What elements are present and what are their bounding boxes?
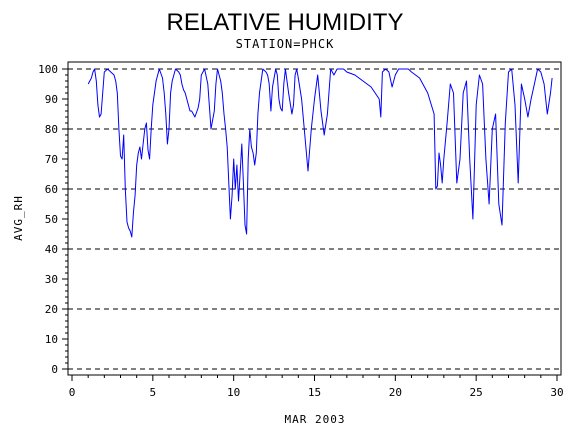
series-layer — [87, 68, 553, 238]
plot-frame — [67, 61, 562, 376]
x-tick-label-5: 5 — [150, 386, 157, 399]
x-tick-label-30: 30 — [550, 386, 563, 399]
y-tick-label-70: 70 — [45, 153, 58, 166]
y-tick-label-80: 80 — [45, 123, 58, 136]
y-tick-label-0: 0 — [51, 363, 58, 376]
x-tick-label-15: 15 — [308, 386, 321, 399]
chart-subtitle: STATION=PHCK — [236, 37, 335, 51]
chart-title: RELATIVE HUMIDITY — [167, 9, 404, 36]
x-axis-label: MAR 2003 — [285, 413, 346, 426]
x-tick-label-0: 0 — [69, 386, 76, 399]
y-tick-label-10: 10 — [45, 333, 58, 346]
y-axis: 0 10 20 30 40 50 60 70 80 90 100 — [38, 63, 68, 376]
y-axis-label: AVG_RH — [12, 195, 25, 241]
y-tick-label-50: 50 — [45, 213, 58, 226]
x-tick-label-10: 10 — [227, 386, 240, 399]
x-tick-label-20: 20 — [389, 386, 402, 399]
y-tick-label-30: 30 — [45, 273, 58, 286]
y-tick-label-40: 40 — [45, 243, 58, 256]
y-tick-label-100: 100 — [38, 63, 58, 76]
series-line-0 — [87, 68, 553, 238]
x-tick-label-25: 25 — [470, 386, 483, 399]
y-tick-label-20: 20 — [45, 303, 58, 316]
reference-lines — [68, 68, 561, 370]
y-tick-label-90: 90 — [45, 93, 58, 106]
y-tick-label-60: 60 — [45, 183, 58, 196]
x-axis: 0 5 10 15 20 25 30 — [69, 375, 564, 399]
